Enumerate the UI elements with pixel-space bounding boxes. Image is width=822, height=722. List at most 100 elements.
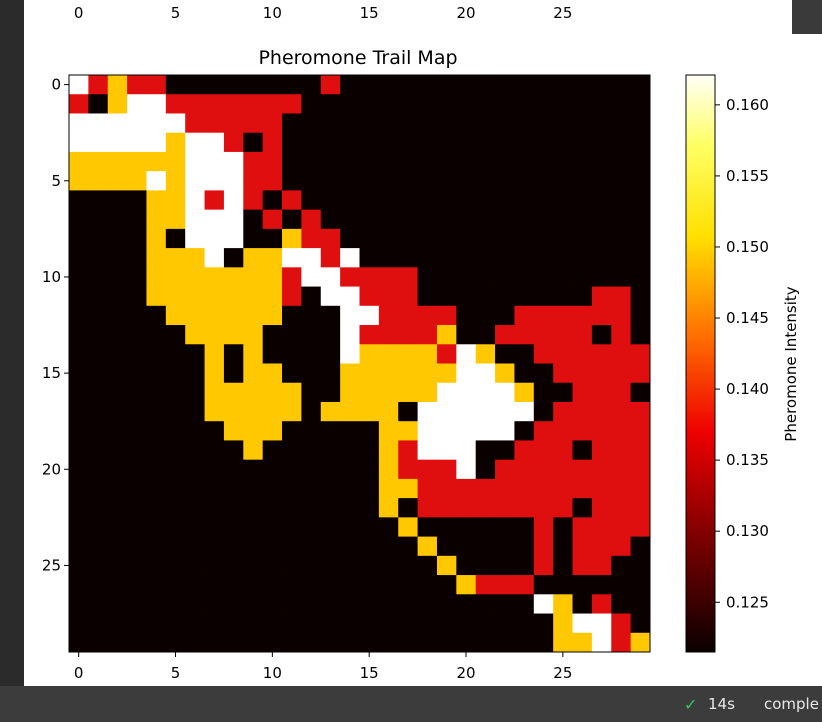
heatmap-cell bbox=[340, 228, 360, 249]
heatmap-cell bbox=[88, 190, 109, 211]
heatmap-cell bbox=[320, 382, 341, 403]
heatmap-cell bbox=[320, 248, 341, 268]
heatmap-cell bbox=[282, 478, 302, 499]
heatmap-cell bbox=[378, 594, 399, 614]
heatmap-cell bbox=[223, 113, 244, 134]
heatmap-cell bbox=[301, 113, 322, 134]
heatmap-cell bbox=[514, 344, 535, 364]
heatmap-cell bbox=[553, 113, 573, 134]
heatmap-cell bbox=[88, 75, 109, 95]
heatmap-cell bbox=[204, 632, 225, 653]
heatmap-cell bbox=[359, 151, 380, 172]
heatmap-cell bbox=[320, 575, 341, 595]
heatmap-cell bbox=[204, 344, 225, 364]
heatmap-cell bbox=[340, 171, 360, 191]
heatmap-cell bbox=[340, 132, 360, 153]
heatmap-cell bbox=[282, 267, 302, 287]
heatmap-cell bbox=[243, 555, 264, 576]
x-tick-label: 10 bbox=[263, 664, 282, 682]
heatmap-cell bbox=[591, 517, 612, 537]
heatmap-cell bbox=[204, 498, 225, 518]
heatmap-cell bbox=[282, 382, 302, 403]
heatmap-cell bbox=[301, 517, 322, 537]
heatmap-cell bbox=[456, 478, 477, 499]
previous-tick-label: 0 bbox=[74, 4, 84, 22]
x-axis: 0 5 10 15 20 25 bbox=[74, 652, 572, 682]
heatmap-cell bbox=[243, 190, 264, 211]
heatmap-cell bbox=[572, 228, 593, 249]
heatmap-cell bbox=[204, 190, 225, 211]
output-toolbar-tab[interactable] bbox=[792, 0, 822, 34]
heatmap-cell bbox=[165, 632, 186, 653]
heatmap-cell bbox=[204, 151, 225, 172]
heatmap-cell bbox=[398, 113, 418, 134]
heatmap-cell bbox=[185, 517, 205, 537]
heatmap-cell bbox=[475, 75, 496, 95]
heatmap-cell bbox=[107, 94, 128, 114]
heatmap-cell bbox=[301, 440, 322, 461]
heatmap-cell bbox=[127, 555, 147, 576]
heatmap-cell bbox=[340, 325, 360, 345]
heatmap-cell bbox=[301, 555, 322, 576]
heatmap-cell bbox=[495, 440, 515, 461]
heatmap-cell bbox=[378, 305, 399, 326]
heatmap-cell bbox=[591, 190, 612, 211]
heatmap-cell bbox=[514, 113, 535, 134]
heatmap-cell bbox=[88, 113, 109, 134]
heatmap-cell bbox=[495, 594, 515, 614]
heatmap-cell bbox=[378, 344, 399, 364]
heatmap-cell bbox=[301, 344, 322, 364]
heatmap-cell bbox=[533, 344, 554, 364]
heatmap-cell bbox=[223, 459, 244, 480]
heatmap-cell bbox=[591, 267, 612, 287]
heatmap-cell bbox=[88, 440, 109, 461]
heatmap-cell bbox=[398, 382, 418, 403]
heatmap-cell bbox=[127, 575, 147, 595]
heatmap-cell bbox=[185, 209, 205, 230]
heatmap-cell bbox=[456, 382, 477, 403]
heatmap-cell bbox=[359, 632, 380, 653]
heatmap-cell bbox=[127, 267, 147, 287]
heatmap-cell bbox=[591, 171, 612, 191]
heatmap-cell bbox=[572, 267, 593, 287]
heatmap-cell bbox=[185, 498, 205, 518]
heatmap-cell bbox=[88, 209, 109, 230]
heatmap-cell bbox=[185, 305, 205, 326]
heatmap-cell bbox=[146, 94, 167, 114]
heatmap-cell bbox=[553, 594, 573, 614]
heatmap-cell bbox=[69, 401, 89, 422]
execution-time: 14s bbox=[708, 695, 735, 713]
heatmap-cell bbox=[223, 228, 244, 249]
heatmap-cell bbox=[417, 325, 438, 345]
colorbar-tick-label: 0.135 bbox=[726, 451, 769, 469]
heatmap-cell bbox=[456, 325, 477, 345]
heatmap-cell bbox=[146, 286, 167, 307]
heatmap-cell bbox=[146, 401, 167, 422]
heatmap-cell bbox=[611, 151, 632, 172]
heatmap-cell bbox=[301, 286, 322, 307]
heatmap-cell bbox=[146, 555, 167, 576]
heatmap-cell bbox=[611, 421, 632, 441]
heatmap-cell bbox=[514, 440, 535, 461]
heatmap-cell bbox=[223, 517, 244, 537]
heatmap-cell bbox=[456, 613, 477, 634]
heatmap-cell bbox=[107, 344, 128, 364]
heatmap-cell bbox=[378, 171, 399, 191]
heatmap-cell bbox=[475, 632, 496, 653]
heatmap-cell bbox=[282, 113, 302, 134]
heatmap-cell bbox=[243, 575, 264, 595]
heatmap-cell bbox=[340, 363, 360, 384]
heatmap-cell bbox=[591, 575, 612, 595]
heatmap-cell bbox=[165, 286, 186, 307]
heatmap-cell bbox=[630, 401, 651, 422]
heatmap-cell bbox=[69, 613, 89, 634]
heatmap-cell bbox=[378, 151, 399, 172]
heatmap-cell bbox=[69, 113, 89, 134]
heatmap-cell bbox=[88, 575, 109, 595]
heatmap-cell bbox=[359, 171, 380, 191]
heatmap-cell bbox=[204, 478, 225, 499]
heatmap-cell bbox=[340, 421, 360, 441]
heatmap-cell bbox=[591, 325, 612, 345]
heatmap-cell bbox=[301, 421, 322, 441]
heatmap-cell bbox=[417, 363, 438, 384]
